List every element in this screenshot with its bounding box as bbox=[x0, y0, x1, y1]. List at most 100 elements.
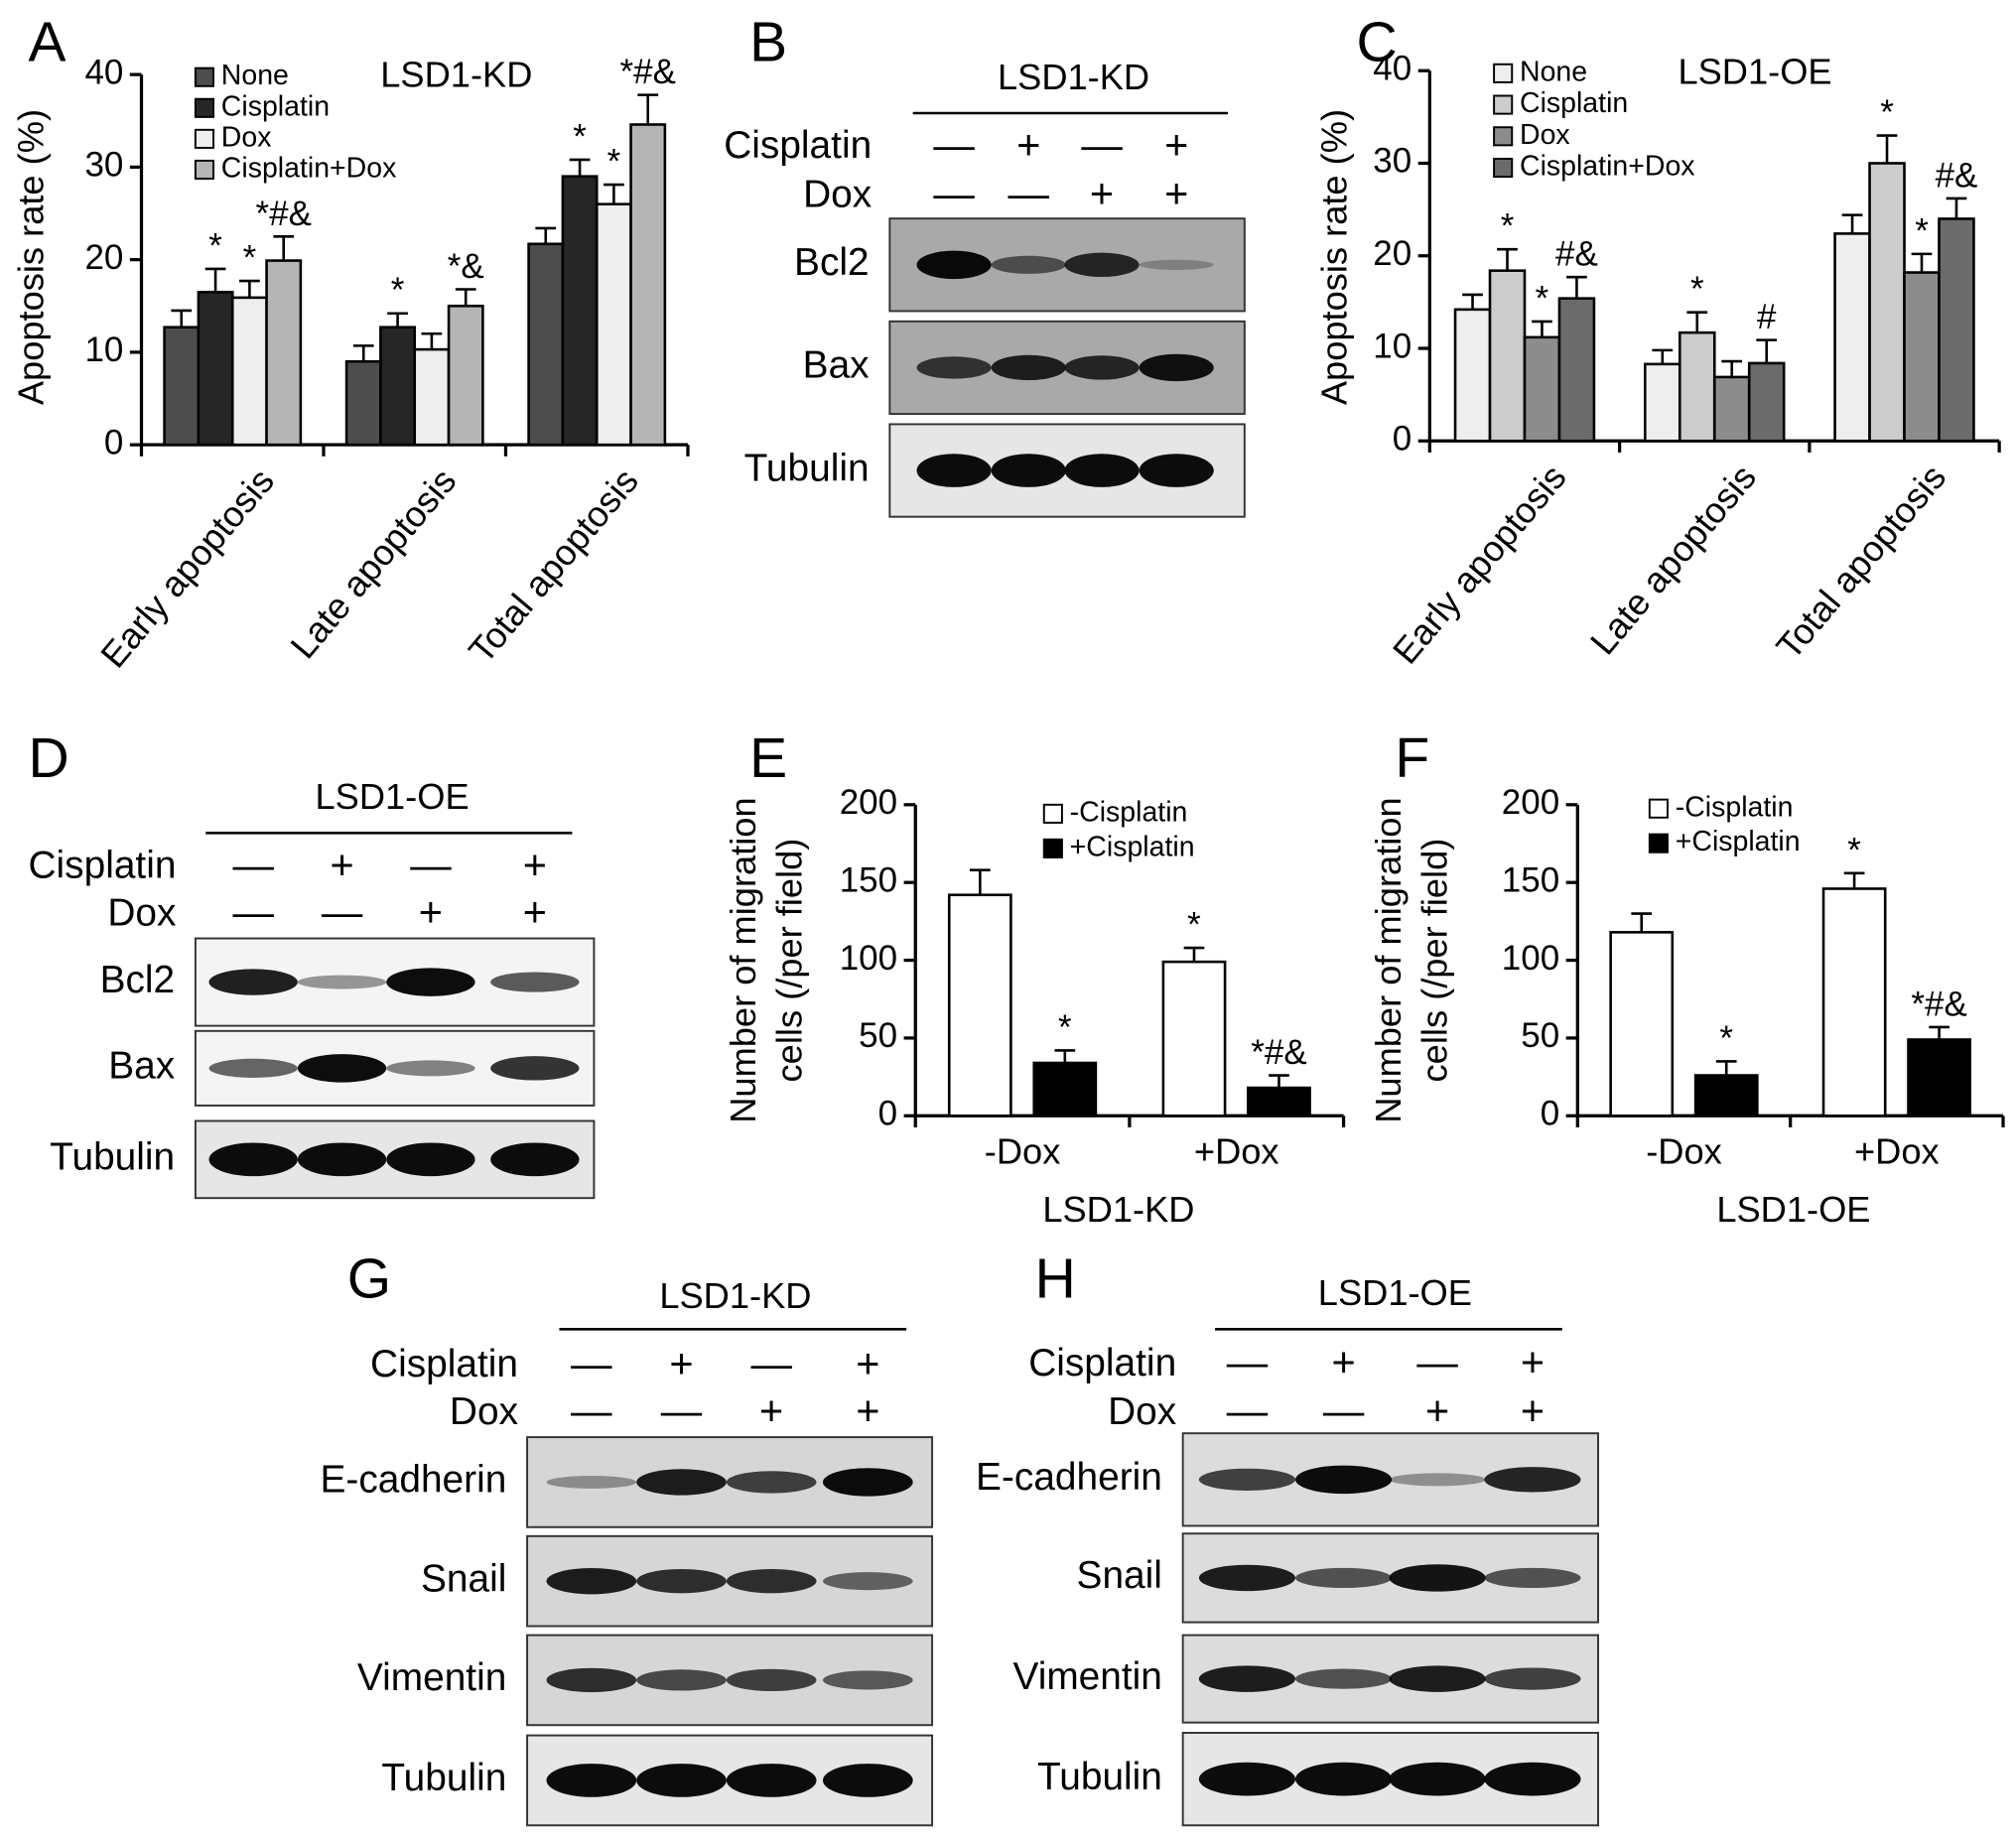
y-tick-label: 10 bbox=[1373, 327, 1411, 365]
bar bbox=[527, 242, 565, 447]
panel-label: A bbox=[29, 11, 67, 74]
bar bbox=[197, 290, 234, 447]
significance-mark: #& bbox=[1555, 235, 1598, 274]
significance-mark: * bbox=[243, 239, 257, 278]
condition-sign: + bbox=[1331, 1339, 1355, 1385]
blot-band bbox=[916, 454, 992, 487]
legend-label: -Cisplatin bbox=[1676, 791, 1794, 823]
y-tick-label: 20 bbox=[1373, 234, 1411, 273]
bar bbox=[1693, 1074, 1759, 1117]
panel-label: H bbox=[1035, 1248, 1076, 1311]
band-label: Snail bbox=[421, 1557, 506, 1600]
significance-mark: * bbox=[1847, 831, 1861, 869]
panel-label: F bbox=[1395, 726, 1429, 790]
significance-mark: * bbox=[1719, 1019, 1733, 1058]
blot-band bbox=[546, 1475, 637, 1489]
blot-band bbox=[726, 1568, 817, 1594]
condition-sign: + bbox=[330, 841, 353, 887]
condition-sign: — bbox=[1227, 1387, 1269, 1434]
legend-label: Cisplatin+Dox bbox=[221, 153, 397, 185]
significance-mark: * bbox=[573, 117, 587, 156]
y-tick-label: 0 bbox=[104, 423, 123, 461]
y-axis-label: Number of migration bbox=[723, 797, 763, 1122]
significance-mark: * bbox=[1690, 270, 1704, 309]
panel-label: D bbox=[29, 726, 69, 790]
bar bbox=[1833, 232, 1871, 443]
condition-sign: + bbox=[1164, 170, 1188, 216]
blot-band bbox=[297, 1142, 387, 1177]
condition-sign: + bbox=[1090, 170, 1114, 216]
x-tick-label: Total apoptosis bbox=[461, 460, 646, 671]
legend-label: None bbox=[221, 60, 289, 91]
x-tick-label: Early apoptosis bbox=[1385, 457, 1574, 671]
x-tick-label: Total apoptosis bbox=[1768, 457, 1953, 667]
condition-label: Cisplatin bbox=[1028, 1342, 1176, 1384]
significance-mark: *#& bbox=[620, 53, 676, 91]
blot-band bbox=[1389, 1762, 1486, 1796]
blot-band bbox=[490, 1056, 580, 1081]
blot-band bbox=[991, 354, 1066, 381]
panel-label: E bbox=[749, 726, 787, 790]
condition-sign: — bbox=[933, 121, 975, 168]
legend-swatch bbox=[1493, 126, 1514, 147]
condition-sign: — bbox=[1323, 1387, 1365, 1434]
legend-swatch bbox=[1042, 838, 1063, 858]
band-label: E-cadherin bbox=[976, 1456, 1162, 1499]
bar bbox=[1609, 931, 1675, 1117]
bar bbox=[1032, 1061, 1098, 1117]
blot-band bbox=[546, 1667, 637, 1693]
blot-band bbox=[1294, 1567, 1393, 1589]
bar bbox=[265, 259, 303, 447]
blot-band bbox=[822, 1572, 913, 1591]
bar bbox=[1712, 375, 1751, 443]
condition-label: Dox bbox=[803, 173, 872, 215]
band-label: Tubulin bbox=[744, 447, 870, 489]
y-tick-label: 0 bbox=[1393, 420, 1411, 459]
legend-swatch bbox=[194, 128, 215, 149]
condition-label: Dox bbox=[107, 891, 176, 934]
bar bbox=[379, 326, 417, 447]
blot-title: LSD1-KD bbox=[659, 1275, 811, 1316]
blot-band bbox=[1064, 355, 1140, 380]
condition-sign: — bbox=[571, 1340, 612, 1386]
condition-label: Dox bbox=[1108, 1390, 1176, 1433]
panel-label: C bbox=[1357, 11, 1398, 74]
legend-swatch bbox=[1648, 798, 1669, 819]
band-label: Snail bbox=[1077, 1554, 1162, 1597]
bar bbox=[1488, 269, 1527, 443]
x-tick-label: +Dox bbox=[1194, 1131, 1279, 1172]
blot-band bbox=[1064, 454, 1140, 487]
band-label: Vimentin bbox=[357, 1656, 506, 1699]
significance-mark: # bbox=[1757, 298, 1777, 336]
y-tick-label: 30 bbox=[84, 146, 123, 185]
blot-band bbox=[822, 1468, 913, 1497]
band-label: Vimentin bbox=[1012, 1655, 1161, 1698]
y-tick-label: 100 bbox=[840, 939, 897, 978]
x-tick-label: -Dox bbox=[985, 1131, 1061, 1172]
x-tick-label: -Dox bbox=[1646, 1131, 1722, 1172]
bar bbox=[1938, 217, 1975, 443]
bar bbox=[1678, 330, 1716, 443]
blot-band bbox=[991, 454, 1066, 487]
y-tick-label: 20 bbox=[84, 238, 123, 277]
y-axis-label: cells (/per field) bbox=[1414, 839, 1455, 1083]
condition-sign: — bbox=[933, 170, 975, 216]
significance-mark: * bbox=[1501, 207, 1515, 246]
bar bbox=[1903, 271, 1941, 443]
condition-sign: — bbox=[661, 1387, 703, 1434]
bar bbox=[1557, 297, 1596, 443]
significance-mark: *& bbox=[448, 247, 484, 286]
panel-label: G bbox=[347, 1248, 391, 1311]
y-tick-label: 200 bbox=[1502, 783, 1559, 822]
y-tick-label: 40 bbox=[1373, 49, 1411, 87]
legend-swatch bbox=[194, 97, 215, 118]
blot-band bbox=[1484, 1467, 1581, 1493]
blot-band bbox=[208, 1058, 298, 1078]
blot-band bbox=[916, 250, 992, 280]
blot-band bbox=[208, 1142, 298, 1177]
condition-sign: — bbox=[571, 1387, 612, 1434]
blot-band bbox=[1294, 1668, 1393, 1689]
band-label: Bax bbox=[108, 1045, 175, 1088]
